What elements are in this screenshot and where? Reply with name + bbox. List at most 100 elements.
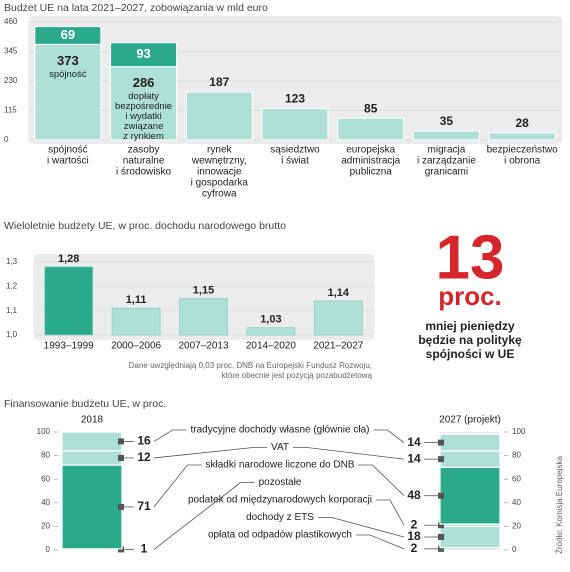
value-label: 85 bbox=[364, 101, 378, 115]
value-label: 28 bbox=[515, 116, 529, 130]
source: Źródło: Komisja Europejska bbox=[555, 456, 564, 554]
x-tick-label: zasoby bbox=[128, 145, 160, 156]
x-tick-label: 2021–2027 bbox=[313, 341, 363, 352]
y-tick-label: 100 bbox=[512, 427, 526, 436]
bar-segment bbox=[261, 107, 329, 141]
y-tick-label: 345 bbox=[4, 47, 18, 56]
value-label: 71 bbox=[137, 499, 151, 513]
bar-segment bbox=[61, 450, 123, 466]
component-label: podatek od międzynarodowych korporacji bbox=[188, 495, 372, 506]
x-tick-label: i wartości bbox=[47, 156, 89, 167]
note: które obecnie jest pozycją pozabudżetową bbox=[222, 371, 373, 380]
bar-segment bbox=[439, 525, 501, 549]
x-tick-label: innowacje bbox=[197, 167, 242, 178]
bar bbox=[44, 266, 94, 336]
x-tick-label: i środowisko bbox=[116, 167, 171, 178]
series-label: 2027 (projekt) bbox=[439, 415, 501, 426]
value-label: 35 bbox=[440, 114, 454, 128]
inner-label: bezpośrednie bbox=[115, 101, 172, 112]
y-tick-label: 0 bbox=[46, 545, 51, 554]
connector-dot bbox=[118, 438, 124, 445]
y-tick-label: 80 bbox=[512, 451, 521, 460]
connector-dot bbox=[438, 545, 444, 552]
component-label: opłata od odpadów plastikowych bbox=[208, 530, 352, 541]
callout-text: mniej pieniędzy bbox=[425, 319, 515, 333]
x-tick-label: i obrona bbox=[504, 156, 541, 167]
bar bbox=[179, 298, 228, 336]
x-tick-label: sąsiedztwo bbox=[270, 145, 320, 156]
connector bbox=[355, 534, 405, 550]
value-label: 1,14 bbox=[328, 287, 350, 299]
x-tick-label: rynek bbox=[207, 145, 232, 156]
y-tick-label: 0 bbox=[512, 545, 517, 554]
x-tick-label: 2000–2006 bbox=[111, 341, 161, 352]
value-label: 1,15 bbox=[193, 284, 214, 296]
y-tick-label: 460 bbox=[4, 17, 18, 26]
y-tick-label: 230 bbox=[4, 76, 18, 85]
callout-text: będzie na politykę bbox=[418, 333, 522, 347]
inner-label: dopłaty bbox=[128, 91, 159, 102]
value-label: 93 bbox=[136, 46, 150, 61]
x-tick-label: granicami bbox=[425, 167, 468, 178]
y-tick-label: 20 bbox=[41, 522, 50, 531]
y-tick-label: 115 bbox=[4, 106, 17, 115]
bar-segment bbox=[439, 450, 501, 469]
inner-label: spójność bbox=[49, 69, 87, 80]
connector bbox=[153, 447, 268, 459]
component-label: składki narodowe liczone do DNB bbox=[206, 460, 355, 471]
bar-segment bbox=[439, 433, 501, 452]
value-label: 14 bbox=[407, 435, 421, 449]
chart-title: Budżet UE na lata 2021–2027, zobowiązani… bbox=[4, 2, 268, 14]
bar-segment bbox=[61, 431, 123, 452]
value-label: 69 bbox=[61, 27, 75, 42]
value-label: 14 bbox=[407, 451, 421, 465]
connector bbox=[317, 517, 405, 538]
x-tick-label: 2007–2013 bbox=[178, 341, 228, 352]
y-tick-label: 60 bbox=[512, 474, 521, 483]
value-label: 286 bbox=[133, 75, 155, 90]
bar-segment bbox=[185, 91, 253, 141]
series-label: 2018 bbox=[81, 415, 104, 426]
y-tick-label: 60 bbox=[41, 474, 50, 483]
value-label: 1,03 bbox=[260, 314, 281, 326]
y-tick-label: 40 bbox=[512, 498, 521, 507]
bar bbox=[111, 307, 161, 336]
bar-segment bbox=[34, 26, 102, 45]
chart-title: Wieloletnie budżety UE, w proc. dochodu … bbox=[4, 220, 286, 232]
y-tick-label: 80 bbox=[41, 451, 50, 460]
inner-label: związane bbox=[124, 121, 164, 132]
x-tick-label: spójność bbox=[48, 145, 87, 156]
chart-title: Finansowanie budżetu UE, w proc. bbox=[4, 398, 166, 410]
x-tick-label: naturalne bbox=[123, 156, 165, 167]
value-label: 16 bbox=[137, 434, 151, 448]
callout-text: spójności w UE bbox=[426, 347, 515, 361]
y-tick-label: 40 bbox=[41, 498, 50, 507]
x-tick-label: i świat bbox=[281, 156, 309, 167]
bar-segment bbox=[412, 130, 480, 141]
connector bbox=[153, 482, 255, 550]
connector bbox=[376, 499, 405, 526]
connector-dot bbox=[438, 534, 444, 541]
y-tick-label: 100 bbox=[37, 427, 51, 436]
bar-segment bbox=[439, 466, 501, 525]
x-tick-label: i zarządzanie bbox=[417, 156, 476, 167]
x-tick-label: migracja bbox=[428, 145, 466, 156]
connector-dot bbox=[438, 522, 444, 529]
x-tick-label: 2014–2020 bbox=[246, 341, 296, 352]
connector-dot bbox=[438, 456, 444, 463]
bar-segment bbox=[110, 66, 178, 141]
component-label: VAT bbox=[271, 442, 289, 453]
connector-dot bbox=[438, 492, 444, 499]
inner-label: z rynkiem bbox=[123, 131, 164, 142]
value-label: 1,11 bbox=[126, 294, 147, 306]
x-tick-label: cyfrowa bbox=[202, 189, 237, 200]
value-label: 1 bbox=[141, 542, 148, 556]
y-tick-label: 1,1 bbox=[6, 306, 18, 315]
connector bbox=[373, 429, 405, 443]
connector-dot bbox=[118, 454, 124, 461]
inner-label: i wydatki bbox=[125, 111, 161, 122]
value-label: 2 bbox=[411, 517, 418, 531]
x-tick-label: administracja bbox=[341, 156, 400, 167]
y-tick-label: 1,2 bbox=[6, 281, 18, 290]
